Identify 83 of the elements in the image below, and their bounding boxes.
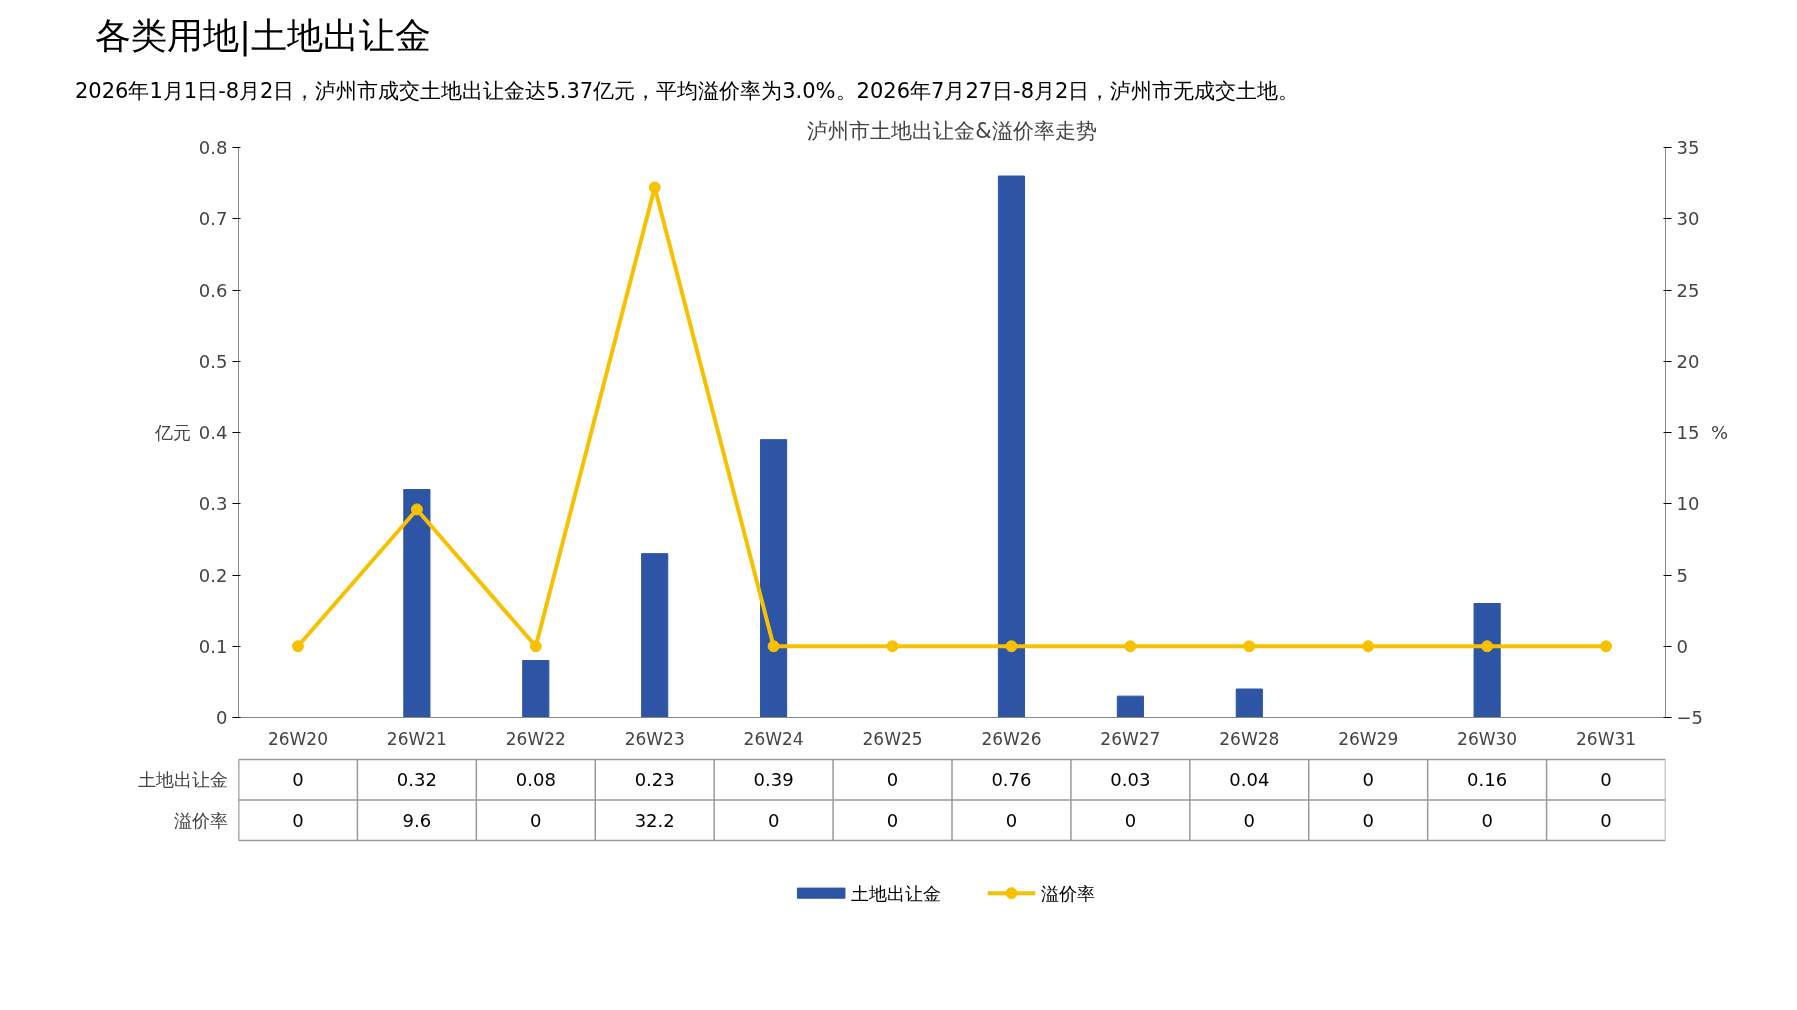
y2-tick-label: 5: [1676, 564, 1688, 586]
y2-tick-label: 10: [1676, 493, 1700, 515]
legend-label: 溢价率: [1041, 883, 1096, 905]
data-label: 0: [1124, 810, 1137, 832]
data-label: 0.08: [515, 769, 556, 791]
bar: [1235, 688, 1263, 718]
bar: [522, 660, 550, 718]
y2-tick-label: 30: [1676, 208, 1700, 230]
data-label: 0.32: [396, 769, 437, 791]
x-tick-label: 26W29: [1338, 728, 1399, 749]
data-label: 0: [1362, 769, 1374, 791]
data-label: 0.04: [1229, 769, 1270, 791]
data-label: 0: [530, 810, 542, 832]
data-label: 9.6: [402, 810, 432, 832]
y-tick-label: 0.4: [198, 422, 228, 444]
data-label: 0.39: [753, 769, 794, 791]
x-tick-label: 26W25: [862, 728, 923, 749]
data-label: 0: [886, 810, 899, 832]
bar: [403, 489, 431, 718]
y-tick-label: 0.6: [198, 279, 228, 301]
data-label: 0: [292, 810, 304, 832]
x-tick-label: 26W26: [981, 728, 1042, 749]
bar: [1473, 603, 1501, 718]
point: [410, 503, 423, 516]
data-label: 0: [767, 810, 780, 832]
y2-tick-label: −5: [1676, 707, 1704, 729]
data-label: 0: [886, 769, 899, 791]
y2-tick-label: 20: [1676, 351, 1700, 373]
bar: [641, 553, 669, 718]
data-label: 0: [1243, 810, 1256, 832]
point: [1124, 640, 1137, 653]
data-label: 0: [1600, 769, 1612, 791]
point: [767, 640, 780, 653]
y-tick-label: 0.3: [198, 493, 228, 515]
chart-subtitle: 2026年1月1日-8月2日，泸州市成交土地出让金达5.37亿元，平均溢价率为3.0%。2026年7月27日-8月2日，泸州市无成交土地。: [75, 78, 1300, 106]
x-tick-label: 26W22: [505, 728, 566, 749]
y-tick-label: 0.8: [198, 137, 228, 159]
point: [1481, 640, 1494, 653]
y2-axis-title: %: [1711, 422, 1729, 444]
y-axis-title: 亿元: [153, 422, 191, 444]
y2-tick-label: 35: [1676, 137, 1700, 159]
point: [886, 640, 899, 653]
text: 溢价率: [173, 810, 228, 832]
data-label: 0.16: [1467, 769, 1508, 791]
chart-title: 泸州市土地出让金&溢价率走势: [807, 118, 1097, 143]
x-tick-label: 26W31: [1576, 728, 1637, 749]
y-tick-label: 0: [216, 707, 228, 729]
data-label: 0.23: [634, 769, 675, 791]
y-tick-label: 0.1: [198, 636, 228, 658]
point: [1600, 640, 1613, 653]
x-tick-label: 26W24: [743, 728, 804, 749]
y-tick-label: 0.5: [198, 351, 228, 373]
point: [1362, 640, 1375, 653]
data-label: 32.2: [634, 810, 675, 832]
data-label: 0: [292, 769, 304, 791]
point: [1005, 640, 1018, 653]
x-tick-label: 26W28: [1219, 728, 1280, 749]
text: 土地出让金: [137, 769, 228, 791]
bar: [1116, 696, 1144, 718]
data-label: 0: [1600, 810, 1612, 832]
data-label: 0: [1005, 810, 1018, 832]
text: 各类用地|土地出让金: [95, 14, 432, 59]
x-tick-label: 26W21: [386, 728, 447, 749]
data-label: 0.03: [1110, 769, 1151, 791]
data-label: 0: [1481, 810, 1493, 832]
y-tick-label: 0.2: [198, 564, 228, 586]
y2-tick-label: 0: [1676, 636, 1688, 658]
legend-label: 土地出让金: [850, 883, 941, 905]
point: [291, 640, 304, 653]
y2-tick-label: 25: [1676, 279, 1700, 301]
point: [529, 640, 542, 653]
y2-tick-label: 15: [1676, 422, 1700, 444]
bar: [760, 439, 788, 718]
x-tick-label: 26W30: [1457, 728, 1518, 749]
data-label: 0: [1362, 810, 1374, 832]
bar: [997, 175, 1026, 718]
x-tick-label: 26W23: [624, 728, 685, 749]
y-tick-label: 0.7: [198, 208, 228, 230]
x-tick-label: 26W27: [1100, 728, 1161, 749]
x-tick-label: 26W20: [267, 728, 328, 749]
point: [648, 181, 661, 194]
point: [1243, 640, 1256, 653]
data-label: 0.76: [991, 769, 1032, 791]
